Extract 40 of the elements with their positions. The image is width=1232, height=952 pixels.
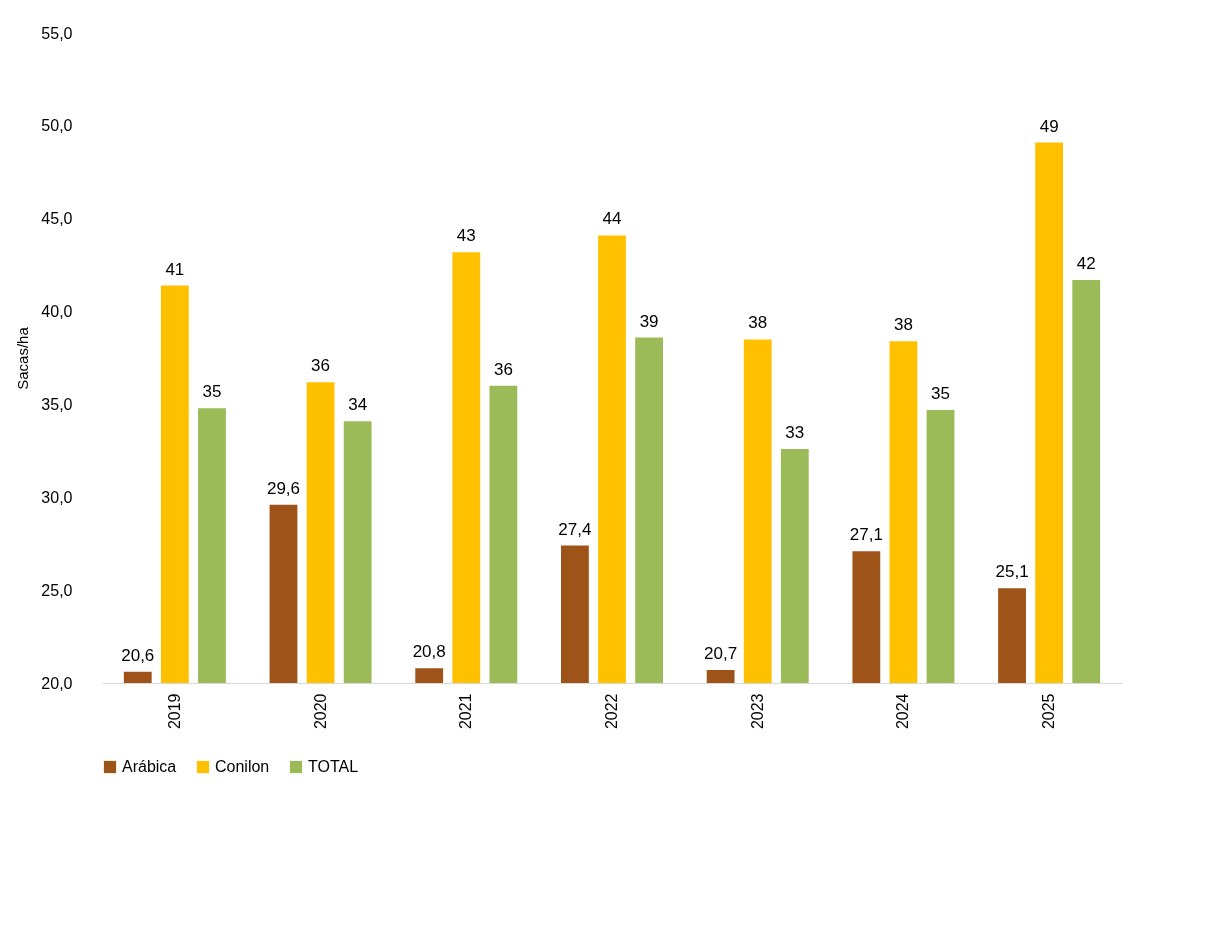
x-tick-label: 2020 <box>311 693 329 730</box>
data-label: 36 <box>311 356 331 376</box>
x-tick-label: 2021 <box>457 693 475 730</box>
data-label: 36 <box>493 359 513 379</box>
y-tick-label: 20,0 <box>41 674 73 692</box>
y-tick-label: 45,0 <box>41 210 73 228</box>
data-label: 38 <box>748 313 768 333</box>
legend-label: Arábica <box>122 758 177 775</box>
data-label: 41 <box>165 259 185 279</box>
x-tick-label: 2023 <box>748 693 766 730</box>
data-label: 43 <box>456 226 476 246</box>
data-label: 20,8 <box>412 642 446 662</box>
y-axis-title: Sacas/ha <box>14 326 32 390</box>
data-label: 38 <box>893 315 913 335</box>
data-label: 20,7 <box>704 644 738 663</box>
y-tick-label: 30,0 <box>41 488 73 506</box>
data-label: 39 <box>639 311 659 331</box>
data-label: 29,6 <box>266 478 301 498</box>
data-label: 20,6 <box>121 645 155 665</box>
y-tick-label: 55,0 <box>41 24 73 42</box>
data-label: 25,1 <box>995 562 1029 582</box>
data-label: 27,4 <box>558 519 592 539</box>
data-label: 34 <box>348 395 368 415</box>
x-tick-label: 2025 <box>1040 693 1058 730</box>
legend-label: TOTAL <box>308 758 359 775</box>
data-label: 27,1 <box>849 525 883 545</box>
y-tick-label: 25,0 <box>41 581 73 599</box>
x-tick-label: 2022 <box>603 693 620 730</box>
x-tick-label: 2019 <box>165 693 183 730</box>
data-label: 33 <box>785 423 805 442</box>
data-label: 49 <box>1039 116 1059 136</box>
data-label: 42 <box>1076 254 1096 273</box>
y-tick-label: 40,0 <box>41 303 73 321</box>
data-label: 44 <box>602 209 622 229</box>
data-label: 35 <box>931 384 950 403</box>
legend-label: Conilon <box>215 758 270 775</box>
y-tick-label: 35,0 <box>41 395 73 413</box>
x-tick-label: 2024 <box>894 693 912 730</box>
y-tick-label: 50,0 <box>41 117 73 135</box>
data-label: 35 <box>202 382 222 402</box>
